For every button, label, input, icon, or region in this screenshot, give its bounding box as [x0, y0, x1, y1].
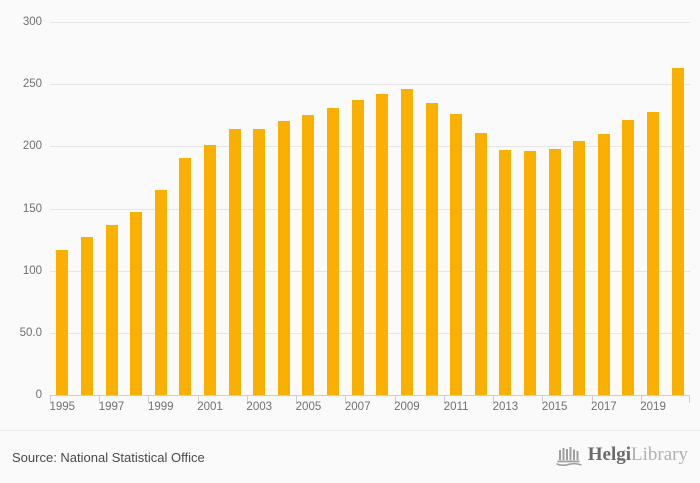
x-axis-line	[50, 395, 690, 396]
x-axis-tick-label: 2013	[492, 401, 519, 413]
x-axis-tick-label: 1997	[98, 401, 125, 413]
bar[interactable]	[425, 102, 438, 395]
gridline	[50, 208, 690, 210]
x-axis-tick	[640, 395, 642, 403]
y-axis-tick-label: 300	[22, 16, 42, 28]
plot-area	[50, 22, 690, 395]
bar[interactable]	[179, 157, 192, 395]
x-axis-tick	[197, 395, 199, 403]
x-axis-tick	[542, 395, 544, 403]
bar[interactable]	[400, 89, 413, 395]
x-axis-tick	[394, 395, 396, 403]
bar[interactable]	[302, 115, 315, 395]
bar[interactable]	[130, 212, 143, 395]
bar[interactable]	[80, 237, 93, 395]
bar[interactable]	[277, 121, 290, 395]
gridline	[50, 146, 690, 148]
source-label: Source: National Statistical Office	[12, 450, 205, 465]
x-axis-tick	[296, 395, 298, 403]
footer-divider	[0, 430, 700, 431]
bar[interactable]	[524, 151, 536, 395]
x-axis-tick-label: 2005	[295, 401, 322, 413]
logo-text-primary: Helgi	[587, 444, 632, 465]
gridline	[50, 270, 690, 272]
bar[interactable]	[647, 111, 660, 395]
x-axis-tick	[493, 395, 495, 403]
x-axis-tick	[246, 395, 248, 403]
bar[interactable]	[474, 132, 487, 395]
x-axis-ticks	[50, 395, 690, 403]
x-axis-tick	[50, 395, 51, 403]
x-axis-tick	[345, 395, 347, 403]
gridline	[50, 84, 690, 86]
y-axis-tick-label: 0	[35, 389, 42, 401]
bar[interactable]	[154, 189, 167, 395]
bar[interactable]	[548, 148, 561, 395]
bar[interactable]	[228, 128, 241, 395]
x-axis-tick	[148, 395, 150, 403]
x-axis-tick	[99, 395, 101, 403]
x-axis-tick	[443, 395, 445, 403]
y-axis-tick-label: 100	[22, 264, 42, 277]
bar[interactable]	[499, 150, 512, 395]
gridline	[50, 332, 690, 334]
y-axis-tick-label: 150	[22, 202, 42, 215]
x-axis-tick-label: 2017	[591, 401, 617, 413]
logo-text-secondary: Library	[631, 444, 688, 465]
bar[interactable]	[376, 94, 389, 395]
x-axis-tick-label: 2001	[197, 401, 223, 413]
x-axis-tick-label: 1999	[147, 401, 174, 413]
bar[interactable]	[204, 145, 216, 395]
x-axis-tick-label: 2011	[443, 401, 469, 413]
bar[interactable]	[351, 100, 364, 395]
bar[interactable]	[253, 128, 266, 395]
library-building-icon	[556, 447, 582, 466]
bar[interactable]	[573, 141, 586, 395]
bar[interactable]	[105, 224, 118, 395]
x-axis-labels: 1995 1997 1999 2001 2003 2005 2007 2009 2011 2013…	[50, 401, 690, 419]
x-axis-tick-label: 2019	[640, 401, 666, 413]
logo-wordmark: HelgiLibrary	[588, 444, 688, 466]
helgi-library-logo[interactable]: HelgiLibrary	[556, 444, 688, 466]
x-axis-tick-label: 1995	[49, 401, 76, 413]
bar[interactable]	[622, 120, 635, 395]
x-axis-tick-label: 2007	[344, 401, 371, 413]
x-axis-tick-label: 2009	[394, 401, 420, 413]
y-axis-tick-label: 50.0	[19, 326, 42, 339]
gridline	[50, 22, 690, 23]
bar[interactable]	[450, 114, 463, 395]
bar[interactable]	[671, 68, 684, 395]
x-axis-tick	[591, 395, 593, 403]
bar-series	[50, 22, 690, 395]
bar[interactable]	[597, 133, 610, 395]
y-axis-tick-label: 200	[22, 140, 42, 153]
x-axis-tick-label: 2003	[246, 401, 273, 413]
x-axis-tick	[689, 395, 690, 403]
bar[interactable]	[327, 107, 340, 395]
bar[interactable]	[56, 249, 69, 395]
x-axis-tick-label: 2015	[541, 401, 568, 413]
y-axis-tick-label: 250	[22, 78, 42, 91]
